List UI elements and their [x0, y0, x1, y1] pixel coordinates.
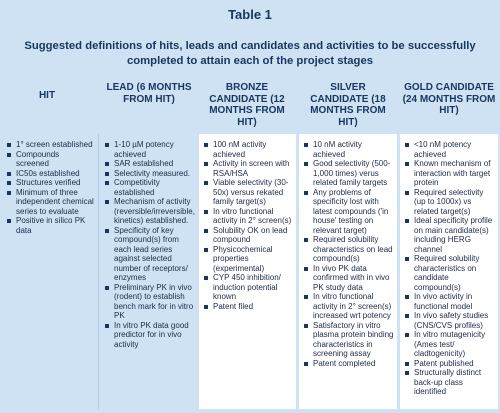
list-item: CYP 450 inhibition/ induction potential …: [202, 273, 294, 302]
list-item: Patent filed: [202, 302, 294, 312]
list-item: Positive in silico PK data: [5, 216, 94, 235]
list-item: In vivo activity in functional model: [403, 292, 496, 311]
list-item: In vitro functional activity in 2° scree…: [302, 292, 395, 321]
list-item: Required solubility characteristics on c…: [403, 254, 496, 292]
list-item: In vitro mutagenicity (Ames test/ cladto…: [403, 330, 496, 359]
column-header-silver: SILVER CANDIDATE (18 MONTHS FROM HIT): [310, 82, 386, 128]
column-header-hit: HIT: [38, 90, 56, 101]
column-lead: 1-10 µM potency achieved SAR established…: [100, 134, 197, 409]
list-item: IC50s established: [5, 169, 94, 179]
list-item: Mechanism of activity (reversible/irreve…: [103, 197, 195, 226]
list-item: Ideal specificity profile on main candid…: [403, 216, 496, 254]
list-item: Structures verified: [5, 178, 94, 188]
list-item: Minimum of three independent chemical se…: [5, 188, 94, 217]
table-subtitle: Suggested definitions of hits, leads and…: [24, 40, 476, 67]
list-item: <10 nM potency achieved: [403, 140, 496, 159]
list-item: Any problems of specificity lost with la…: [302, 188, 395, 236]
gold-list: <10 nM potency achieved Known mechanism …: [400, 134, 498, 397]
list-item: Activity in screen with RSA/HSA: [202, 159, 294, 178]
list-item: In vitro functional activity in 2° scree…: [202, 207, 294, 226]
list-item: 100 nM activity achieved: [202, 140, 294, 159]
list-item: 1° screen established: [5, 140, 94, 150]
list-item: Patent published: [403, 359, 496, 369]
list-item: Required solubility characteristics on l…: [302, 235, 395, 264]
list-item: Compounds screened: [5, 150, 94, 169]
list-item: Preliminary PK in vivo (rodent) to estab…: [103, 283, 195, 321]
list-item: Known mechanism of interaction with targ…: [403, 159, 496, 188]
list-item: SAR established: [103, 159, 195, 169]
column-silver: 10 nM activity achieved Good selectivity…: [299, 134, 397, 409]
list-item: Satisfactory in vitro plasma protein bin…: [302, 321, 395, 359]
list-item: Selectivity measured.: [103, 169, 195, 179]
list-item: In vitro PK data good predictor for in v…: [103, 321, 195, 350]
column-bronze: 100 nM activity achieved Activity in scr…: [199, 134, 296, 409]
silver-list: 10 nM activity achieved Good selectivity…: [299, 134, 397, 368]
list-item: 1-10 µM potency achieved: [103, 140, 195, 159]
list-item: Patent completed: [302, 359, 395, 369]
bronze-list: 100 nM activity achieved Activity in scr…: [199, 134, 296, 311]
column-divider: [98, 134, 99, 409]
list-item: In vivo safety studies (CNS/CVS profiles…: [403, 311, 496, 330]
list-item: Specificity of key compound(s) from each…: [103, 226, 195, 283]
column-header-bronze: BRONZE CANDIDATE (12 MONTHS FROM HIT): [209, 82, 285, 128]
column-header-lead: LEAD (6 MONTHS FROM HIT): [106, 82, 192, 105]
column-hit: 1° screen established Compounds screened…: [2, 134, 96, 409]
table-title: Table 1: [228, 7, 272, 22]
list-item: Competitivity established: [103, 178, 195, 197]
column-header-gold: GOLD CANDIDATE (24 MONTHS FROM HIT): [402, 82, 496, 116]
list-item: Good selectivity (500-1,000 times) verus…: [302, 159, 395, 188]
hit-list: 1° screen established Compounds screened…: [2, 134, 96, 235]
list-item: 10 nM activity achieved: [302, 140, 395, 159]
column-gold: <10 nM potency achieved Known mechanism …: [400, 134, 498, 409]
list-item: Physicochemical properties (experimental…: [202, 245, 294, 274]
list-item: Structurally distinct back-up class iden…: [403, 368, 496, 397]
list-item: In vivo PK data confirmed with in vivo P…: [302, 264, 395, 293]
list-item: Solubility OK on lead compound: [202, 226, 294, 245]
lead-list: 1-10 µM potency achieved SAR established…: [100, 134, 197, 349]
list-item: Viable selectivity (30-50x) versus rekat…: [202, 178, 294, 207]
list-item: Required selectivity (up to 1000x) vs re…: [403, 188, 496, 217]
